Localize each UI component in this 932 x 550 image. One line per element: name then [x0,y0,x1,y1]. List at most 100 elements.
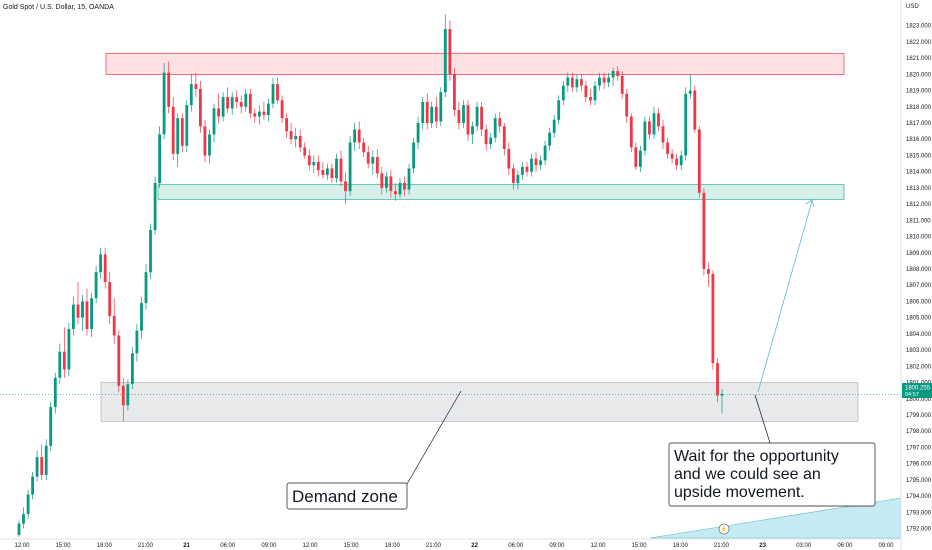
candle-body[interactable] [194,84,198,89]
candle-body[interactable] [35,457,39,477]
candle-body[interactable] [466,105,470,135]
candle-body[interactable] [697,129,701,193]
candle-body[interactable] [276,84,279,101]
candle-body[interactable] [335,158,338,179]
candle-body[interactable] [26,494,30,515]
demand-callout[interactable]: Demand zone [286,390,462,510]
projection-arrow[interactable] [757,199,815,393]
candle-body[interactable] [448,29,452,75]
candle-body[interactable] [643,121,647,151]
candle-body[interactable] [675,158,678,166]
candle-body[interactable] [421,101,425,123]
candle-body[interactable] [321,170,325,175]
candle-body[interactable] [131,353,134,385]
candle-body[interactable] [199,89,202,127]
candle-body[interactable] [516,174,520,183]
candle-body[interactable] [489,137,493,145]
candle-body[interactable] [312,162,316,166]
candle-body[interactable] [180,118,184,146]
candle-body[interactable] [566,77,570,86]
candle-body[interactable] [258,111,261,117]
candle-body[interactable] [235,97,239,102]
candle-body[interactable] [539,160,542,166]
time-axis[interactable]: 12:00 15:00 18:00 21:00 21 06:00 09:00 12:00 15:… [0,538,901,549]
candle-body[interactable] [85,301,89,329]
candle-body[interactable] [280,100,284,119]
candle-body[interactable] [666,142,669,154]
candle-body[interactable] [543,145,547,161]
note-callout[interactable]: Wait for the opportunity and we could se… [668,394,876,507]
candle-body[interactable] [480,106,483,130]
candle-body[interactable] [126,384,130,406]
candle-body[interactable] [271,84,275,104]
candle-body[interactable] [135,330,139,354]
candle-body[interactable] [203,126,207,156]
candle-body[interactable] [62,351,66,370]
candle-body[interactable] [344,181,347,192]
candle-body[interactable] [67,329,71,370]
candle-body[interactable] [22,513,25,524]
candle-body[interactable] [570,77,574,88]
candle-body[interactable] [475,106,479,127]
candle-body[interactable] [407,168,411,190]
candle-body[interactable] [185,105,189,146]
candle-body[interactable] [248,93,252,114]
candle-body[interactable] [189,84,193,106]
candle-body[interactable] [688,90,692,94]
candle-body[interactable] [661,126,665,143]
candle-body[interactable] [353,129,356,143]
candle-body[interactable] [607,77,610,83]
candle-body[interactable] [648,121,651,135]
candle-body[interactable] [253,113,257,117]
candle-body[interactable] [580,79,583,86]
candle-body[interactable] [430,106,434,123]
resistance-zone[interactable] [105,52,845,75]
candle-body[interactable] [94,272,98,299]
candle-body[interactable] [434,106,438,122]
candle-body[interactable] [589,97,592,101]
candle-body[interactable] [598,77,601,86]
candle-body[interactable] [221,97,225,117]
candle-body[interactable] [40,457,44,475]
candle-body[interactable] [457,110,461,123]
candle-body[interactable] [443,29,447,93]
candle-body[interactable] [670,153,674,159]
candle-body[interactable] [484,129,488,145]
candle-body[interactable] [149,230,152,273]
candle-body[interactable] [303,147,307,156]
candle-body[interactable] [561,85,565,101]
candle-body[interactable] [285,118,288,132]
support-zone[interactable] [157,184,845,200]
candle-body[interactable] [326,168,329,175]
candle-body[interactable] [226,97,229,109]
candle-body[interactable] [389,176,393,192]
candle-body[interactable] [557,100,561,120]
candle-body[interactable] [76,304,80,318]
candle-body[interactable] [112,316,116,336]
candle-body[interactable] [339,158,343,182]
candle-body[interactable] [702,192,706,269]
candle-body[interactable] [72,304,75,329]
event-marker[interactable]: ⚡ [718,523,730,535]
candle-body[interactable] [716,363,719,396]
candle-body[interactable] [230,97,234,109]
candle-body[interactable] [720,393,724,396]
candle-body[interactable] [611,71,615,78]
candle-body[interactable] [593,85,597,101]
candle-body[interactable] [103,254,107,282]
candle-body[interactable] [31,476,34,495]
candle-body[interactable] [298,136,302,148]
candle-body[interactable] [629,116,633,148]
candle-body[interactable] [144,272,148,303]
candle-body[interactable] [412,142,415,169]
candle-body[interactable] [534,158,538,166]
candle-body[interactable] [17,523,21,535]
candle-body[interactable] [512,168,515,183]
candle-body[interactable] [357,129,361,143]
candle-body[interactable] [348,142,352,192]
candle-body[interactable] [44,445,48,475]
candle-body[interactable] [375,157,379,174]
candle-body[interactable] [616,71,620,76]
candle-body[interactable] [657,113,660,127]
candle-body[interactable] [362,142,366,153]
